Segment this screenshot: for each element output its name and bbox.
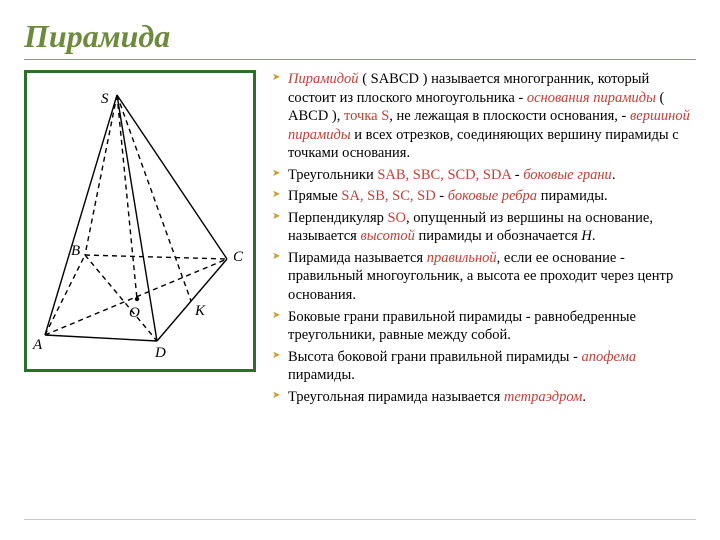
footer-divider [24,519,696,520]
body: S A B C D O K Пирамидой ( SABCD ) называется м… [24,70,696,409]
list-item: Перпендикуляр SO, опущенный из вершины н… [288,209,696,246]
em: SO [387,210,406,226]
title-divider [24,59,696,60]
em: основания пирамиды [527,90,656,106]
slide: Пирамида S A B C D O K Пирамидой ( SABCD ) наз… [0,0,720,540]
svg-text:O: O [129,305,140,321]
svg-text:B: B [71,243,80,259]
svg-text:D: D [154,345,166,361]
list-item: Боковые грани правильной пирамиды - равн… [288,308,696,345]
em: точка S [344,108,389,124]
list-item: Прямые SA, SB, SC, SD - боковые ребра пи… [288,187,696,206]
em: боковые ребра [448,188,537,204]
em: Пирамидой [288,71,359,87]
em: боковые грани [523,167,612,183]
content: Пирамидой ( SABCD ) называется многогран… [270,70,696,409]
em: SAB, SBC, SCD, SDA [377,167,511,183]
list-item: Пирамида называется правильной, если ее … [288,249,696,305]
em: тетраэдром [504,389,582,405]
list-item: Треугольная пирамида называется тетраэдр… [288,388,696,407]
svg-text:C: C [233,249,244,265]
list-item: Треугольники SAB, SBC, SCD, SDA - боковы… [288,166,696,185]
page-title: Пирамида [24,18,696,55]
pyramid-diagram: S A B C D O K [27,73,253,369]
svg-text:S: S [101,91,109,107]
em: высотой [360,228,414,244]
list-item: Пирамидой ( SABCD ) называется многогран… [288,70,696,163]
em: правильной [427,250,497,266]
bullet-list: Пирамидой ( SABCD ) называется многогран… [270,70,696,406]
pyramid-figure: S A B C D O K [24,70,256,372]
svg-text:K: K [194,303,206,319]
list-item: Высота боковой грани правильной пирамиды… [288,348,696,385]
svg-text:A: A [32,337,43,353]
em: апофема [581,349,636,365]
em: SA, SB, SC, SD [341,188,435,204]
